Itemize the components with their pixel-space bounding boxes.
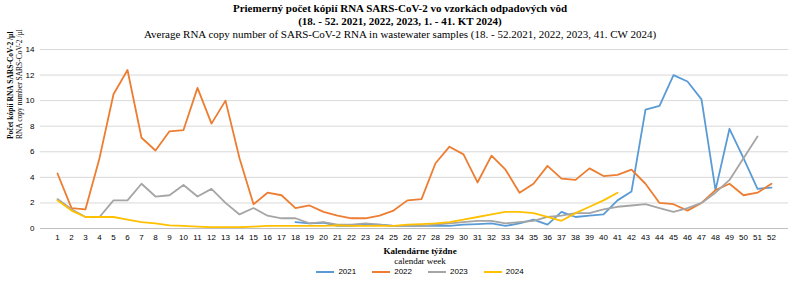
svg-text:29: 29 xyxy=(445,233,454,242)
svg-text:38: 38 xyxy=(571,233,580,242)
html-text:calendar week: calendar week xyxy=(394,256,446,266)
svg-text:21: 21 xyxy=(333,233,342,242)
svg-text:2: 2 xyxy=(30,198,35,207)
svg-text:51: 51 xyxy=(753,233,762,242)
svg-text:Počet kópií RNA SARS-CoV-2 /µl: Počet kópií RNA SARS-CoV-2 /µl xyxy=(6,31,15,139)
svg-text:33: 33 xyxy=(501,233,510,242)
svg-text:43: 43 xyxy=(641,233,650,242)
svg-text:52: 52 xyxy=(767,233,776,242)
svg-text:28: 28 xyxy=(431,233,440,242)
svg-text:26: 26 xyxy=(403,233,412,242)
svg-text:RNA copy number SARS-CoV-2 /µl: RNA copy number SARS-CoV-2 /µl xyxy=(15,29,24,139)
svg-text:27: 27 xyxy=(417,233,426,242)
svg-text:32: 32 xyxy=(487,233,496,242)
svg-text:50: 50 xyxy=(739,233,748,242)
svg-text:12: 12 xyxy=(26,71,35,80)
svg-text:47: 47 xyxy=(697,233,706,242)
svg-text:4: 4 xyxy=(97,233,102,242)
svg-text:41: 41 xyxy=(613,233,622,242)
svg-text:5: 5 xyxy=(111,233,116,242)
svg-text:30: 30 xyxy=(459,233,468,242)
svg-text:46: 46 xyxy=(683,233,692,242)
svg-text:40: 40 xyxy=(599,233,608,242)
svg-text:14: 14 xyxy=(26,45,35,54)
svg-text:24: 24 xyxy=(375,233,384,242)
svg-text:16: 16 xyxy=(263,233,272,242)
svg-text:44: 44 xyxy=(655,233,664,242)
svg-text:3: 3 xyxy=(83,233,88,242)
svg-text:48: 48 xyxy=(711,233,720,242)
svg-text:13: 13 xyxy=(221,233,230,242)
html-text:Average RNA copy number of SAR: Average RNA copy number of SARS-CoV-2 RN… xyxy=(143,28,657,40)
svg-text:7: 7 xyxy=(139,233,144,242)
svg-text:6: 6 xyxy=(30,147,35,156)
svg-text:14: 14 xyxy=(235,233,244,242)
svg-text:34: 34 xyxy=(515,233,524,242)
svg-text:25: 25 xyxy=(389,233,398,242)
html-text:Kalendárne týždne: Kalendárne týždne xyxy=(383,246,457,256)
svg-text:49: 49 xyxy=(725,233,734,242)
svg-text:10: 10 xyxy=(26,96,35,105)
svg-text:10: 10 xyxy=(179,233,188,242)
svg-text:20: 20 xyxy=(319,233,328,242)
html-text:2024: 2024 xyxy=(505,267,524,276)
svg-text:4: 4 xyxy=(30,173,35,182)
svg-text:45: 45 xyxy=(669,233,678,242)
svg-text:8: 8 xyxy=(153,233,158,242)
svg-text:11: 11 xyxy=(193,233,202,242)
svg-text:0: 0 xyxy=(30,224,35,233)
svg-text:18: 18 xyxy=(291,233,300,242)
html-text:Priemerný počet kópií RNA SARS: Priemerný počet kópií RNA SARS-CoV-2 vo … xyxy=(233,2,567,14)
svg-text:12: 12 xyxy=(207,233,216,242)
svg-text:37: 37 xyxy=(557,233,566,242)
svg-text:19: 19 xyxy=(305,233,314,242)
svg-text:15: 15 xyxy=(249,233,258,242)
svg-text:39: 39 xyxy=(585,233,594,242)
svg-text:42: 42 xyxy=(627,233,636,242)
svg-text:22: 22 xyxy=(347,233,356,242)
svg-text:36: 36 xyxy=(543,233,552,242)
html-text:2021: 2021 xyxy=(338,267,357,276)
html-text:2023: 2023 xyxy=(450,267,468,276)
html-text:2022: 2022 xyxy=(394,267,412,276)
svg-text:23: 23 xyxy=(361,233,370,242)
svg-text:1: 1 xyxy=(55,233,60,242)
html-text:(18. - 52. 2021, 2022, 2023, 1: (18. - 52. 2021, 2022, 2023, 1. - 41. KT… xyxy=(298,15,502,27)
svg-text:8: 8 xyxy=(30,122,35,131)
svg-text:31: 31 xyxy=(473,233,482,242)
svg-text:17: 17 xyxy=(277,233,286,242)
svg-text:6: 6 xyxy=(125,233,130,242)
svg-text:2: 2 xyxy=(69,233,74,242)
svg-text:9: 9 xyxy=(167,233,172,242)
svg-text:35: 35 xyxy=(529,233,538,242)
